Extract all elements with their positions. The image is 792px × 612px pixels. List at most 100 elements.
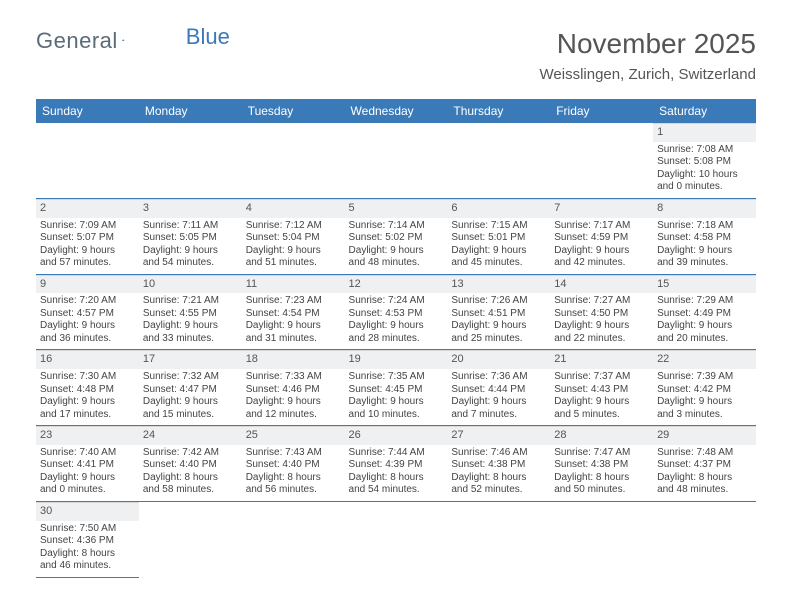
day2-text: and 0 minutes. — [40, 484, 135, 497]
sunset-text: Sunset: 4:45 PM — [349, 384, 444, 397]
sunrise-text: Sunrise: 7:44 AM — [349, 447, 444, 460]
day1-text: Daylight: 9 hours — [451, 320, 546, 333]
sunset-text: Sunset: 4:40 PM — [143, 459, 238, 472]
day1-text: Daylight: 9 hours — [349, 320, 444, 333]
day2-text: and 39 minutes. — [657, 257, 752, 270]
calendar-cell: 28Sunrise: 7:47 AMSunset: 4:38 PMDayligh… — [550, 426, 653, 502]
day2-text: and 15 minutes. — [143, 409, 238, 422]
sunrise-text: Sunrise: 7:24 AM — [349, 295, 444, 308]
day-number: 27 — [447, 426, 550, 445]
sunset-text: Sunset: 5:08 PM — [657, 156, 752, 169]
sunset-text: Sunset: 4:55 PM — [143, 308, 238, 321]
sunrise-text: Sunrise: 7:50 AM — [40, 523, 135, 536]
day-number: 15 — [653, 275, 756, 294]
day1-text: Daylight: 8 hours — [554, 472, 649, 485]
day-number: 13 — [447, 275, 550, 294]
day1-text: Daylight: 8 hours — [143, 472, 238, 485]
day1-text: Daylight: 9 hours — [349, 396, 444, 409]
day-number: 11 — [242, 275, 345, 294]
day1-text: Daylight: 9 hours — [349, 245, 444, 258]
sunset-text: Sunset: 4:49 PM — [657, 308, 752, 321]
calendar-cell: 22Sunrise: 7:39 AMSunset: 4:42 PMDayligh… — [653, 350, 756, 426]
day-number: 8 — [653, 199, 756, 218]
day1-text: Daylight: 9 hours — [554, 245, 649, 258]
day2-text: and 50 minutes. — [554, 484, 649, 497]
sunrise-text: Sunrise: 7:29 AM — [657, 295, 752, 308]
day2-text: and 17 minutes. — [40, 409, 135, 422]
sunrise-text: Sunrise: 7:15 AM — [451, 220, 546, 233]
sunset-text: Sunset: 4:47 PM — [143, 384, 238, 397]
day2-text: and 46 minutes. — [40, 560, 135, 573]
day2-text: and 22 minutes. — [554, 333, 649, 346]
day2-text: and 10 minutes. — [349, 409, 444, 422]
day2-text: and 36 minutes. — [40, 333, 135, 346]
sunrise-text: Sunrise: 7:21 AM — [143, 295, 238, 308]
day1-text: Daylight: 8 hours — [451, 472, 546, 485]
day-number: 25 — [242, 426, 345, 445]
day-header: Saturday — [653, 99, 756, 123]
day2-text: and 51 minutes. — [246, 257, 341, 270]
calendar-cell: 18Sunrise: 7:33 AMSunset: 4:46 PMDayligh… — [242, 350, 345, 426]
sunset-text: Sunset: 4:42 PM — [657, 384, 752, 397]
sunset-text: Sunset: 4:50 PM — [554, 308, 649, 321]
day-number: 12 — [345, 275, 448, 294]
day1-text: Daylight: 9 hours — [40, 396, 135, 409]
day-header: Sunday — [36, 99, 139, 123]
sunset-text: Sunset: 4:57 PM — [40, 308, 135, 321]
sunset-text: Sunset: 5:04 PM — [246, 232, 341, 245]
day-number: 3 — [139, 199, 242, 218]
sunset-text: Sunset: 4:44 PM — [451, 384, 546, 397]
calendar-cell: 24Sunrise: 7:42 AMSunset: 4:40 PMDayligh… — [139, 426, 242, 502]
day1-text: Daylight: 8 hours — [657, 472, 752, 485]
calendar-cell: 29Sunrise: 7:48 AMSunset: 4:37 PMDayligh… — [653, 426, 756, 502]
sunset-text: Sunset: 4:38 PM — [451, 459, 546, 472]
sunrise-text: Sunrise: 7:17 AM — [554, 220, 649, 233]
day-number: 1 — [653, 123, 756, 142]
calendar-cell: 20Sunrise: 7:36 AMSunset: 4:44 PMDayligh… — [447, 350, 550, 426]
day2-text: and 45 minutes. — [451, 257, 546, 270]
logo: General Blue — [36, 28, 190, 54]
day-number: 29 — [653, 426, 756, 445]
sunset-text: Sunset: 4:51 PM — [451, 308, 546, 321]
title-block: November 2025 Weisslingen, Zurich, Switz… — [540, 28, 756, 83]
day-header: Friday — [550, 99, 653, 123]
calendar-cell: 9Sunrise: 7:20 AMSunset: 4:57 PMDaylight… — [36, 274, 139, 350]
logo-text-b: Blue — [186, 24, 230, 50]
sunset-text: Sunset: 4:48 PM — [40, 384, 135, 397]
sunrise-text: Sunrise: 7:47 AM — [554, 447, 649, 460]
day1-text: Daylight: 8 hours — [349, 472, 444, 485]
day-header-row: Sunday Monday Tuesday Wednesday Thursday… — [36, 99, 756, 123]
sunrise-text: Sunrise: 7:35 AM — [349, 371, 444, 384]
page-title: November 2025 — [540, 28, 756, 60]
day-number: 16 — [36, 350, 139, 369]
day1-text: Daylight: 9 hours — [40, 245, 135, 258]
calendar-row: 9Sunrise: 7:20 AMSunset: 4:57 PMDaylight… — [36, 274, 756, 350]
day-number: 6 — [447, 199, 550, 218]
day1-text: Daylight: 9 hours — [451, 396, 546, 409]
calendar-cell — [242, 123, 345, 198]
calendar-cell: 23Sunrise: 7:40 AMSunset: 4:41 PMDayligh… — [36, 426, 139, 502]
day2-text: and 7 minutes. — [451, 409, 546, 422]
day-number: 26 — [345, 426, 448, 445]
day-number: 23 — [36, 426, 139, 445]
day-number: 19 — [345, 350, 448, 369]
day-number: 20 — [447, 350, 550, 369]
sunrise-text: Sunrise: 7:37 AM — [554, 371, 649, 384]
day2-text: and 54 minutes. — [349, 484, 444, 497]
calendar-cell — [242, 501, 345, 577]
day2-text: and 48 minutes. — [349, 257, 444, 270]
calendar-cell: 19 Sunrise: 7:35 AMSunset: 4:45 PMDayligh… — [345, 350, 448, 426]
sunrise-text: Sunrise: 7:27 AM — [554, 295, 649, 308]
day2-text: and 56 minutes. — [246, 484, 341, 497]
calendar-row: 1Sunrise: 7:08 AMSunset: 5:08 PMDaylight… — [36, 123, 756, 198]
day-number: 18 — [242, 350, 345, 369]
sunrise-text: Sunrise: 7:42 AM — [143, 447, 238, 460]
day-number: 21 — [550, 350, 653, 369]
sunrise-text: Sunrise: 7:39 AM — [657, 371, 752, 384]
calendar-cell: 8Sunrise: 7:18 AMSunset: 4:58 PMDaylight… — [653, 198, 756, 274]
day2-text: and 54 minutes. — [143, 257, 238, 270]
sunrise-text: Sunrise: 7:14 AM — [349, 220, 444, 233]
calendar-cell: 25Sunrise: 7:43 AMSunset: 4:40 PMDayligh… — [242, 426, 345, 502]
day1-text: Daylight: 9 hours — [657, 396, 752, 409]
day1-text: Daylight: 9 hours — [143, 245, 238, 258]
